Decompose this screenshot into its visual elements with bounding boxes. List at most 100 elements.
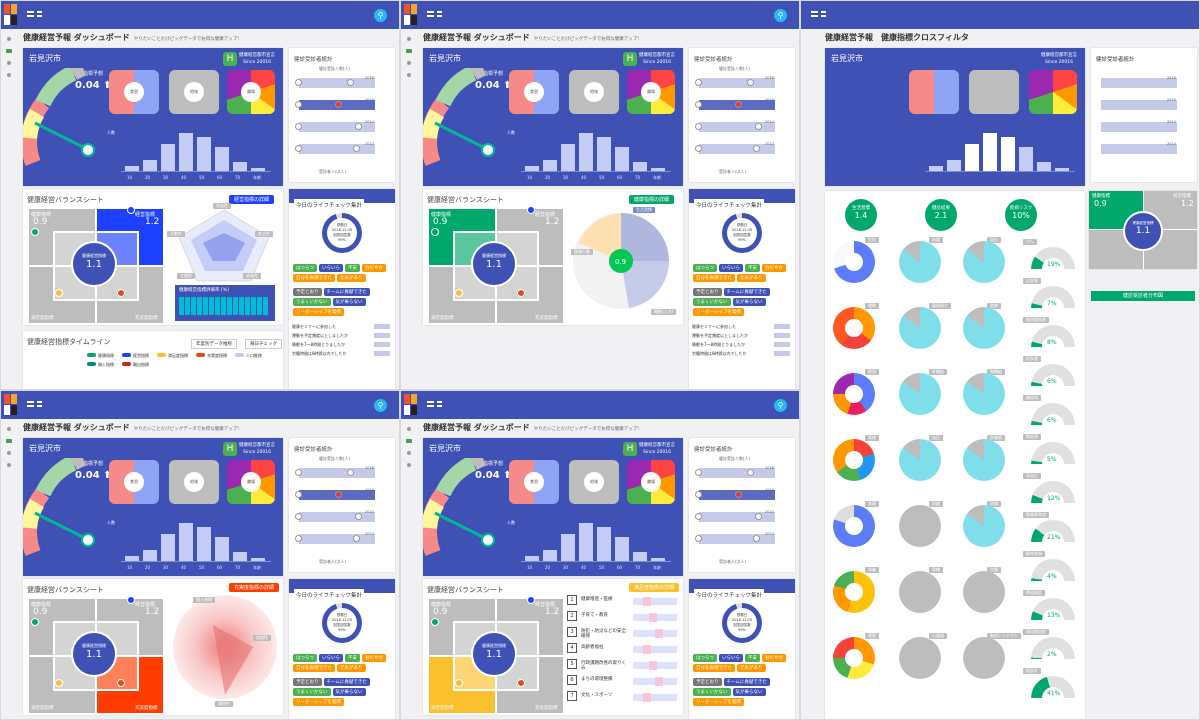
crossfilter-pie[interactable] xyxy=(899,637,941,679)
search-icon[interactable]: ⚲ xyxy=(374,399,387,412)
users-icon[interactable] xyxy=(406,49,412,53)
satisfaction-item[interactable]: 5 行政課題改善の取りくみ xyxy=(567,659,679,673)
home-icon[interactable] xyxy=(407,427,411,431)
mood-chip[interactable]: おだやか xyxy=(362,264,386,272)
crossfilter-pie[interactable] xyxy=(833,373,875,415)
gear-icon[interactable] xyxy=(407,73,411,77)
mgmt-marker[interactable] xyxy=(127,206,135,214)
status-chip[interactable]: うまくいかない xyxy=(293,298,331,306)
timeline-legend-item[interactable]: 健康指標 xyxy=(87,353,114,359)
health-marker[interactable] xyxy=(431,228,439,236)
checkup-row[interactable]: 2015 xyxy=(295,96,385,114)
status-chip[interactable]: うまくいかない xyxy=(693,688,731,696)
chart-icon[interactable] xyxy=(407,61,411,65)
crossfilter-pie[interactable] xyxy=(899,505,941,547)
users-icon[interactable] xyxy=(6,439,12,443)
fulfil-detail-button[interactable]: 充実度指標の詳細 xyxy=(229,583,280,592)
crossfilter-pie[interactable] xyxy=(963,571,1005,613)
gear-icon[interactable] xyxy=(407,463,411,467)
mood-chip[interactable]: 元気があり xyxy=(737,274,766,282)
health-detail-button[interactable]: 健康指標の詳細 xyxy=(629,195,675,204)
checkup-distribution-button[interactable]: 健診受診者分布図 xyxy=(1091,291,1195,301)
fulfilment-marker[interactable] xyxy=(517,679,525,687)
daily-check-button[interactable]: 毎日チェック xyxy=(245,339,282,349)
timeline-legend-item[interactable]: 充実度指標 xyxy=(196,353,227,359)
menu-icon[interactable] xyxy=(27,11,34,17)
mood-chip[interactable]: 自分を表現できた xyxy=(293,664,335,672)
yearly-button[interactable]: 年度別データ推移 xyxy=(191,339,237,349)
satisfaction-item[interactable]: 3 防犯・防災などの安全確保 xyxy=(567,627,679,641)
crossfilter-pie[interactable] xyxy=(899,439,941,481)
checkup-row[interactable]: 2015 xyxy=(695,96,785,114)
status-chip[interactable]: 気が乗らない xyxy=(732,688,766,696)
mood-chip[interactable]: はつらつ xyxy=(293,654,317,662)
mgmt-detail-button[interactable]: 経営指標の詳細 xyxy=(229,195,275,204)
checkup-row[interactable]: 2013 xyxy=(295,140,385,158)
satisfaction-item[interactable]: 4 高齢者福祉 xyxy=(567,643,679,657)
menu-icon[interactable] xyxy=(427,401,434,407)
checkup-row[interactable]: 2013 xyxy=(695,530,785,548)
chart-icon[interactable] xyxy=(407,451,411,455)
checkup-row[interactable]: 2014 xyxy=(1097,118,1187,136)
mood-chip[interactable]: おだやか xyxy=(762,264,786,272)
mood-chip[interactable]: 不安 xyxy=(345,654,360,662)
satisfaction-detail-button[interactable]: 満足度指標の詳細 xyxy=(629,583,680,592)
satisfaction-marker[interactable] xyxy=(55,679,63,687)
checkup-row[interactable]: 2015 xyxy=(1097,96,1187,114)
mood-chip[interactable]: 元気があり xyxy=(337,274,366,282)
crossfilter-pie[interactable] xyxy=(963,241,1005,283)
status-chip[interactable]: リーダーシップを発揮 xyxy=(693,698,744,706)
checkup-row[interactable]: 2013 xyxy=(295,530,385,548)
timeline-legend-item[interactable]: 経営指標 xyxy=(122,353,149,359)
fulfilment-marker[interactable] xyxy=(517,289,525,297)
crossfilter-pie[interactable] xyxy=(833,439,875,481)
status-chip[interactable]: 気が乗らない xyxy=(332,688,366,696)
list-icon[interactable] xyxy=(37,401,42,407)
checkup-row[interactable]: 2016 xyxy=(695,464,785,482)
checkup-row[interactable]: 2014 xyxy=(695,508,785,526)
status-chip[interactable]: 予定どおり xyxy=(693,288,722,296)
crossfilter-pie[interactable] xyxy=(833,637,875,679)
checkup-row[interactable]: 2014 xyxy=(695,118,785,136)
satisfaction-item[interactable]: 2 子育て・教育 xyxy=(567,611,679,625)
mood-chip[interactable]: いらいら xyxy=(319,654,343,662)
status-chip[interactable]: リーダーシップを発揮 xyxy=(293,308,344,316)
crossfilter-pie[interactable] xyxy=(963,307,1005,349)
satisfaction-item[interactable]: 1 健康増進・医療 xyxy=(567,595,679,609)
crossfilter-pie[interactable] xyxy=(899,307,941,349)
mood-chip[interactable]: いらいら xyxy=(719,264,743,272)
chart-icon[interactable] xyxy=(7,451,11,455)
mgmt-marker[interactable] xyxy=(527,596,535,604)
checkup-row[interactable]: 2016 xyxy=(295,74,385,92)
timeline-legend-item[interactable]: 満足度指標 xyxy=(157,353,188,359)
checkup-row[interactable]: 2014 xyxy=(295,508,385,526)
mood-chip[interactable]: はつらつ xyxy=(693,264,717,272)
mood-chip[interactable]: 自分を表現できた xyxy=(693,664,735,672)
status-chip[interactable]: 予定どおり xyxy=(293,288,322,296)
menu-icon[interactable] xyxy=(27,401,34,407)
mood-chip[interactable]: はつらつ xyxy=(293,264,317,272)
status-chip[interactable]: チームに貢献できた xyxy=(323,288,370,296)
satisfaction-item[interactable]: 7 文化・スポーツ xyxy=(567,691,679,705)
mgmt-marker[interactable] xyxy=(127,596,135,604)
gear-icon[interactable] xyxy=(7,463,11,467)
checkup-row[interactable]: 2013 xyxy=(1097,140,1187,158)
gear-icon[interactable] xyxy=(7,73,11,77)
checkup-row[interactable]: 2016 xyxy=(695,74,785,92)
fulfilment-marker[interactable] xyxy=(117,289,125,297)
crossfilter-pie[interactable] xyxy=(833,241,875,283)
status-chip[interactable]: 予定どおり xyxy=(693,678,722,686)
mood-chip[interactable]: おだやか xyxy=(362,654,386,662)
status-chip[interactable]: うまくいかない xyxy=(693,298,731,306)
timeline-legend-item[interactable]: 人口推移 xyxy=(235,353,262,359)
menu-icon[interactable] xyxy=(427,11,434,17)
search-icon[interactable]: ⚲ xyxy=(374,9,387,22)
timeline-legend-item[interactable]: 婚入指標 xyxy=(87,362,114,368)
users-icon[interactable] xyxy=(406,439,412,443)
crossfilter-pie[interactable] xyxy=(833,571,875,613)
satisfaction-marker[interactable] xyxy=(55,289,63,297)
health-marker[interactable] xyxy=(31,618,39,626)
crossfilter-pie[interactable] xyxy=(963,505,1005,547)
chart-icon[interactable] xyxy=(7,61,11,65)
mood-chip[interactable]: おだやか xyxy=(762,654,786,662)
